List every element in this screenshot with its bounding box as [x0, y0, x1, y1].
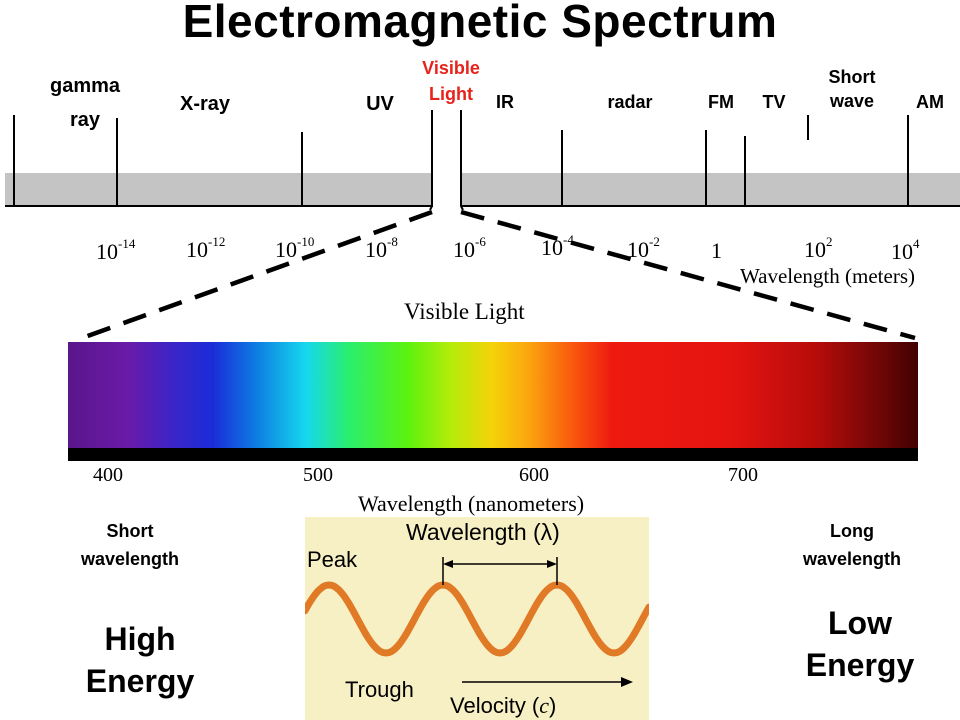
band-label-uv: UV: [366, 93, 394, 115]
nanometer-scale-bar: [68, 448, 918, 461]
wavelength-tick-1e-8: 10-8: [365, 234, 398, 263]
wavelength-tick-1e-14: 10-14: [96, 236, 135, 265]
wavelength-line: wavelength: [80, 549, 180, 569]
low-energy-label: Low Energy: [770, 602, 950, 686]
energy-line: Energy: [85, 663, 195, 699]
tick-exponent: -8: [387, 234, 398, 249]
long-wavelength-label: Long wavelength: [762, 517, 942, 573]
wavelength-tick-1e4: 104: [891, 236, 920, 265]
wavelength-nanometers-axis-label: Wavelength (nanometers): [358, 491, 585, 516]
tick-exponent: -10: [297, 234, 315, 249]
band-label-ir: IR: [496, 92, 514, 112]
page-title: Electromagnetic Spectrum: [182, 0, 778, 47]
short-wavelength-label: Short wavelength: [40, 517, 220, 573]
band-label-gamma-ray: gamma ray: [30, 74, 140, 132]
tick-base: 10: [453, 237, 475, 262]
wavelength-tick-1e-6: 10-6: [453, 234, 486, 263]
band-label-xray: X-ray: [179, 93, 231, 115]
tick-base: 10: [275, 237, 297, 262]
sine-wave: [305, 557, 649, 687]
nm-tick-500: 500: [303, 464, 333, 486]
wave-curve: [305, 581, 649, 657]
gamma-line1: gamma: [49, 75, 121, 97]
short-line: Short: [106, 521, 154, 541]
peak-label: Peak: [307, 547, 358, 572]
visible-line2: Light: [429, 84, 473, 104]
tick-base: 10: [627, 237, 649, 262]
visible-light-title: Visible Light: [404, 299, 525, 324]
tick-exponent: -6: [475, 234, 486, 249]
wavelength-line: wavelength: [802, 549, 902, 569]
wavelength-tick-1e-10: 10-10: [275, 234, 314, 263]
wavelength-tick-1: 1: [711, 238, 722, 263]
band-label-tv: TV: [762, 92, 786, 112]
tick-exponent: 2: [826, 234, 833, 249]
high-line: High: [104, 621, 176, 657]
band-label-visible-light: Visible Light: [396, 55, 506, 107]
tick-base: 10: [891, 239, 913, 264]
tick-exponent: -14: [118, 236, 136, 251]
tick-base: 10: [186, 237, 208, 262]
energy-line: Energy: [805, 647, 915, 683]
tick-exponent: -2: [649, 234, 660, 249]
wavelength-lambda-label: Wavelength (λ): [406, 519, 560, 545]
tick-exponent: 4: [913, 236, 920, 251]
velocity-close: ): [549, 693, 557, 718]
visible-line1: Visible: [422, 58, 480, 78]
wavelength-tick-1e2: 102: [804, 234, 833, 263]
band-label-short-wave: Short wave: [812, 66, 892, 112]
nm-tick-700: 700: [728, 464, 758, 486]
wavelength-tick-1e-4: 10-4: [541, 232, 574, 261]
tick-base: 10: [541, 235, 563, 260]
tick-base: 10: [804, 237, 826, 262]
wavelength-tick-1e-12: 10-12: [186, 234, 225, 263]
visible-spectrum-gradient: [68, 342, 918, 448]
velocity-label: Velocity (c): [450, 693, 556, 719]
shortwave-line2: wave: [829, 91, 875, 111]
velocity-text: Velocity (: [450, 693, 540, 718]
wavelength-meters-axis-label: Wavelength (meters): [740, 264, 915, 288]
trough-label: Trough: [345, 677, 414, 702]
gamma-line2: ray: [69, 109, 101, 131]
shortwave-line1: Short: [828, 67, 876, 87]
band-label-fm: FM: [708, 92, 734, 112]
high-energy-label: High Energy: [50, 618, 230, 702]
tick-exponent: -12: [208, 234, 226, 249]
tick-base: 10: [365, 237, 387, 262]
low-line: Low: [828, 605, 892, 641]
band-label-am: AM: [916, 92, 944, 112]
nm-tick-600: 600: [519, 464, 549, 486]
wavelength-tick-1e-2: 10-2: [627, 234, 660, 263]
long-line: Long: [830, 521, 874, 541]
spectrum-band-bar: [5, 110, 960, 210]
nm-tick-400: 400: [93, 464, 123, 486]
tick-base: 10: [96, 239, 118, 264]
wave-diagram: Wavelength (λ) Peak Trough Velocity (c): [305, 517, 649, 720]
velocity-symbol: c: [539, 693, 550, 718]
tick-exponent: -4: [563, 232, 574, 247]
band-label-radar: radar: [607, 92, 653, 112]
